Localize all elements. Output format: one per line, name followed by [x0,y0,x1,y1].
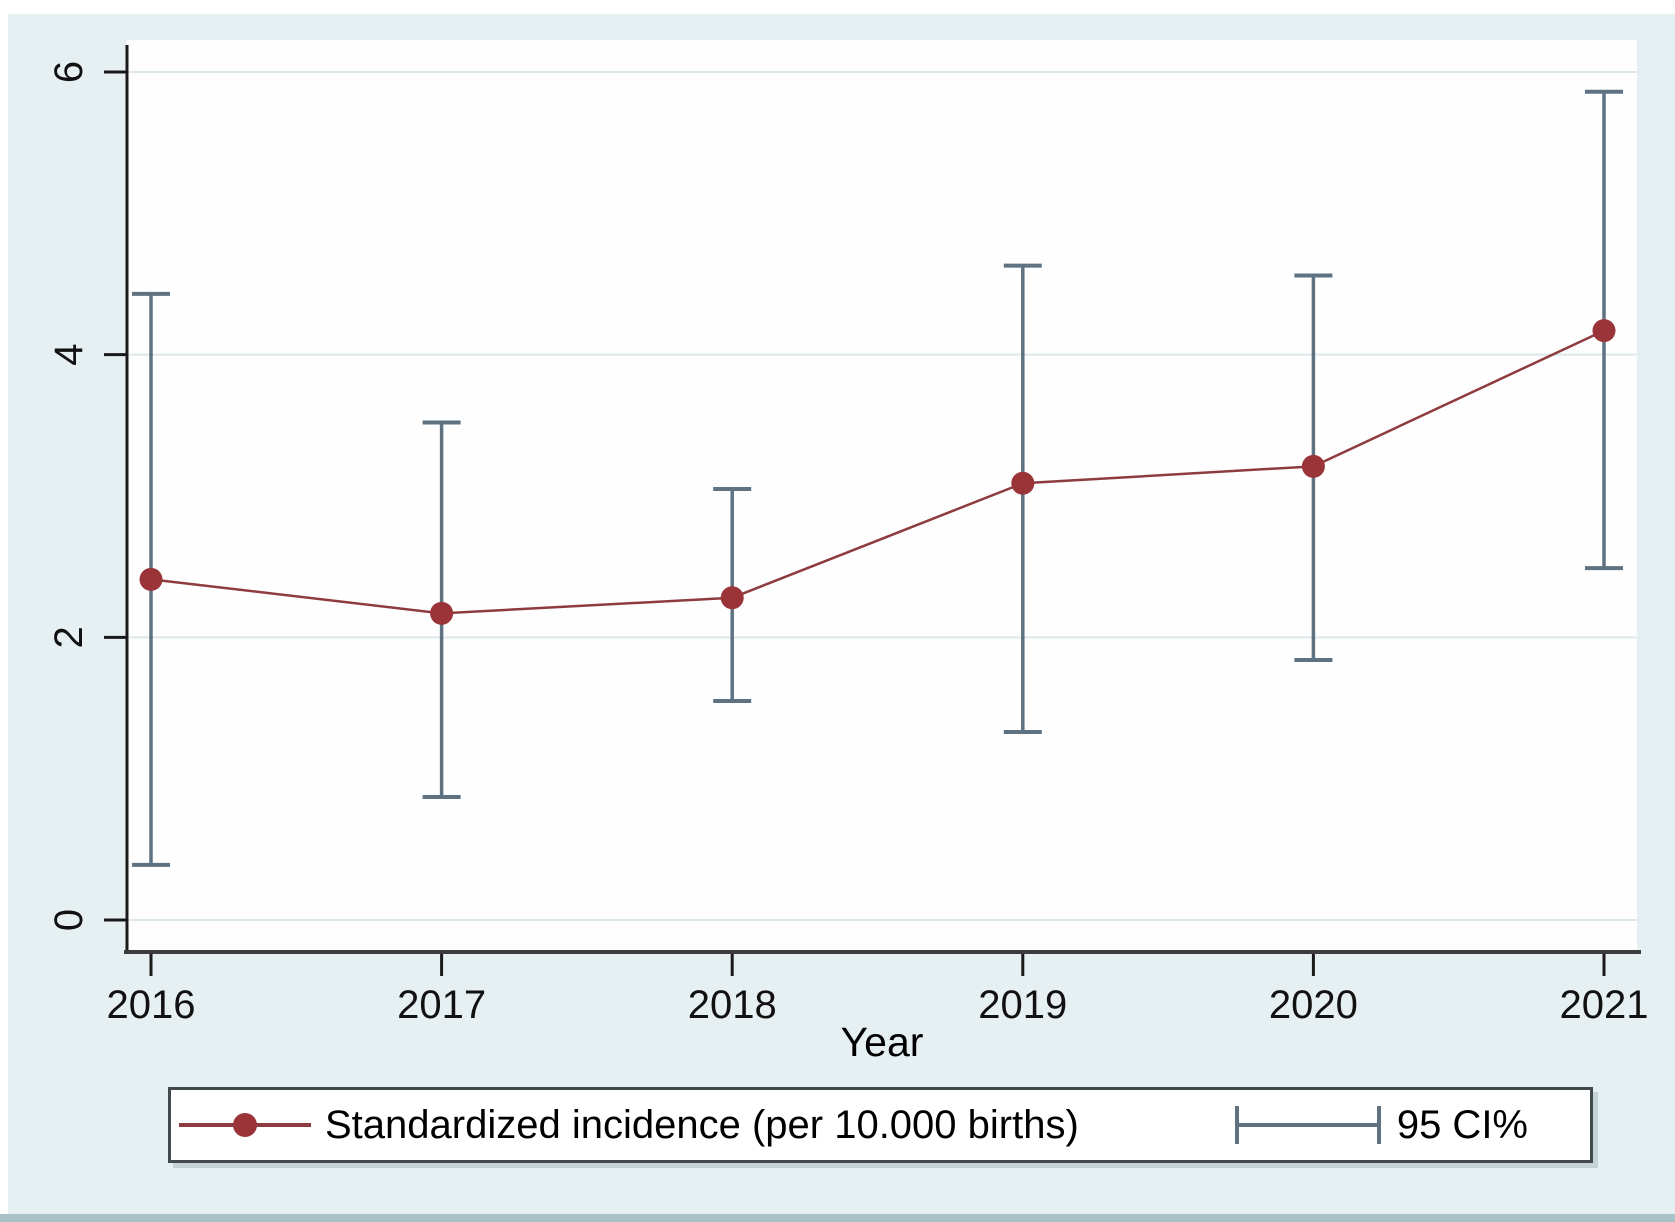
error-bar-icon [1234,1103,1381,1147]
series-line [150,329,1605,615]
data-point-2019 [1011,471,1035,495]
chart-plot-area: 0 2 4 6 2016 2017 2018 2019 2020 2021 Year [47,40,1649,1065]
x-tick-label-2019: 2019 [978,983,1067,1027]
data-point-2021 [1592,319,1616,343]
y-tick-label-6: 6 [47,61,91,83]
chart-legend: Standardized incidence (per 10.000 birth… [168,1087,1593,1163]
data-point-2017 [430,601,454,625]
series-marker-icon [179,1105,311,1145]
plot-background [127,40,1637,952]
x-tick-label-2017: 2017 [397,983,486,1027]
x-tick-label-2021: 2021 [1560,983,1649,1027]
x-tick-label-2018: 2018 [688,983,777,1027]
data-point-2016 [139,567,163,591]
legend-item-series: Standardized incidence (per 10.000 birth… [179,1103,1079,1148]
x-tick-label-2020: 2020 [1269,983,1358,1027]
legend-ci-label: 95 CI% [1396,1102,1528,1147]
x-axis-title: Year [841,1019,924,1065]
y-tick-label-0: 0 [47,909,91,931]
data-point-2018 [720,586,744,610]
y-tick-label-2: 2 [47,626,91,648]
data-point-2020 [1301,454,1325,478]
legend-item-ci: 95 CI% [1234,1102,1528,1148]
y-tick-label-4: 4 [47,344,91,366]
legend-series-label: Standardized incidence (per 10.000 birth… [325,1102,1079,1147]
x-tick-label-2016: 2016 [107,983,196,1027]
window-bottom-strip [0,1214,1675,1222]
